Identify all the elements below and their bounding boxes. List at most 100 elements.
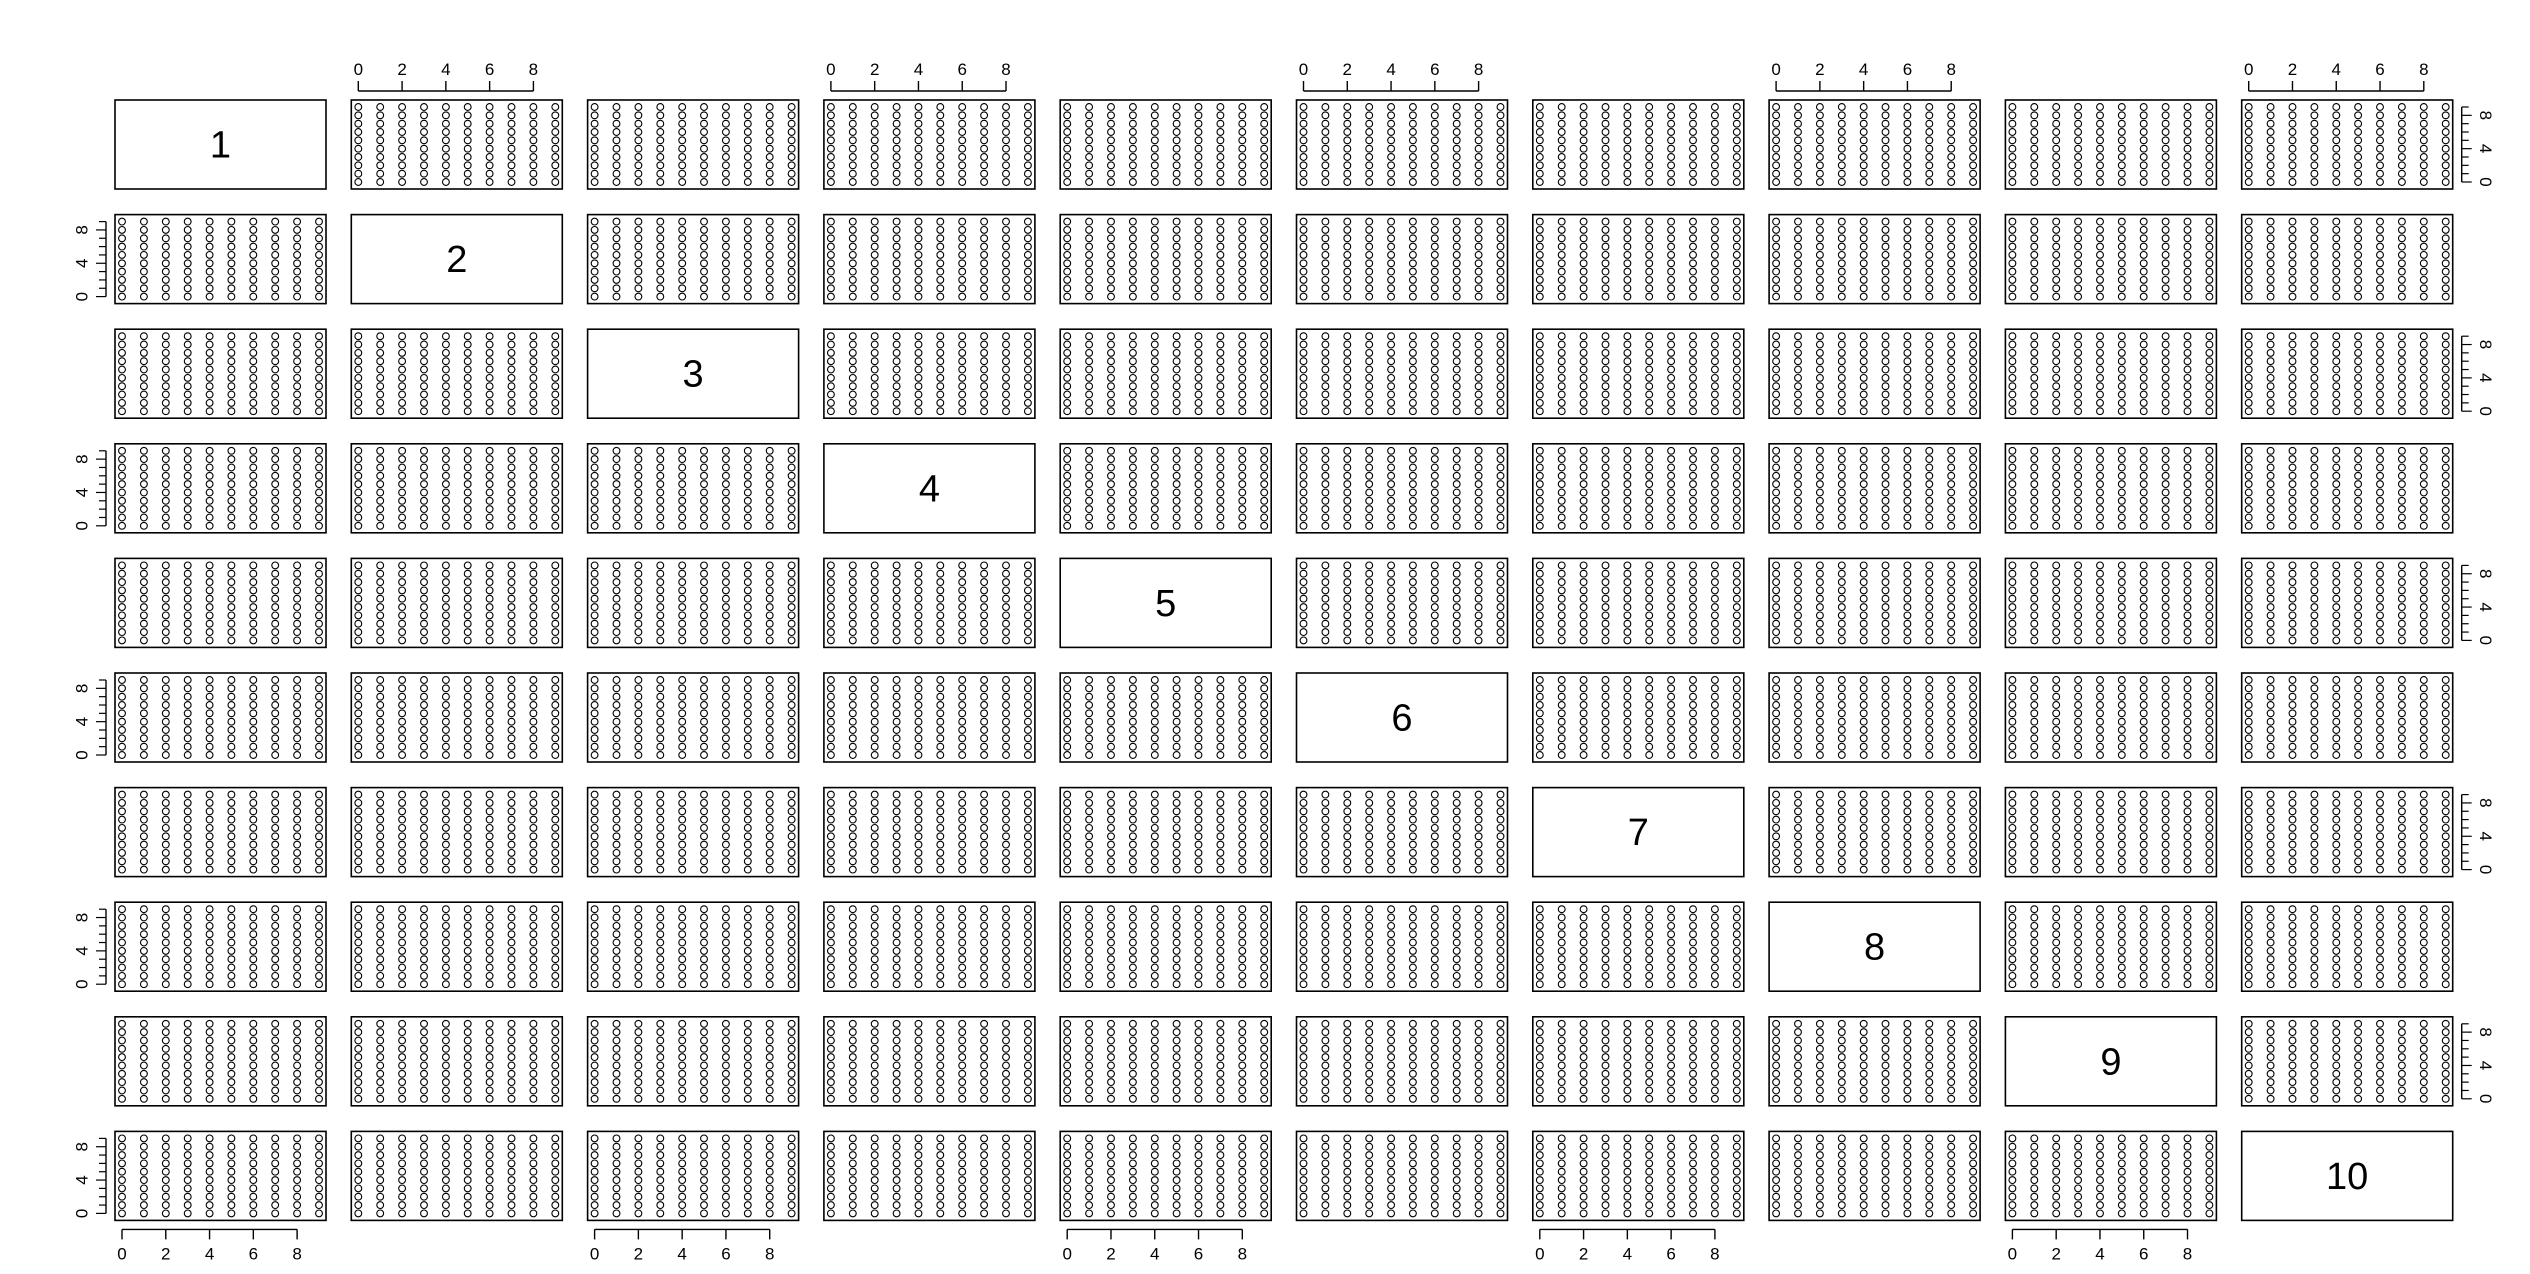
- data-point: [2052, 357, 2061, 366]
- data-point: [2288, 250, 2297, 259]
- data-point: [1815, 382, 1824, 391]
- data-point: [227, 407, 236, 416]
- data-point: [612, 734, 621, 743]
- data-point: [980, 332, 989, 341]
- data-point: [634, 692, 643, 701]
- data-point: [2376, 513, 2384, 522]
- data-point: [2096, 382, 2104, 391]
- data-point: [656, 471, 665, 480]
- data-point: [892, 332, 901, 341]
- data-point: [678, 505, 687, 514]
- data-point: [1557, 284, 1566, 293]
- data-point: [1085, 250, 1094, 259]
- data-point: [612, 726, 621, 734]
- scatter-panel: [350, 99, 564, 190]
- data-point: [1689, 628, 1697, 637]
- data-point: [2052, 242, 2061, 251]
- data-point: [2030, 398, 2039, 407]
- data-point: [1430, 628, 1439, 637]
- data-point: [743, 267, 752, 276]
- data-point: [1837, 161, 1846, 170]
- data-point: [634, 726, 643, 734]
- data-point: [1794, 513, 1802, 522]
- data-point: [1128, 128, 1137, 136]
- data-point: [936, 701, 945, 709]
- data-point: [743, 496, 752, 505]
- data-point: [980, 742, 989, 751]
- data-point: [354, 734, 363, 743]
- data-point: [398, 513, 407, 522]
- data-point: [2244, 382, 2253, 391]
- data-point: [2139, 446, 2148, 455]
- variable-label: 3: [683, 354, 704, 396]
- data-point: [1002, 250, 1010, 259]
- data-point: [936, 684, 945, 693]
- data-point: [2183, 365, 2192, 374]
- data-point: [1002, 332, 1010, 341]
- data-point: [1474, 446, 1483, 455]
- data-point: [1925, 250, 1934, 259]
- data-point: [1689, 259, 1697, 268]
- data-point: [892, 373, 901, 382]
- data-point: [1150, 496, 1159, 505]
- data-point: [1947, 144, 1956, 153]
- data-point: [1623, 144, 1632, 153]
- data-point: [376, 153, 385, 161]
- data-point: [1299, 603, 1308, 612]
- data-point: [315, 332, 323, 341]
- data-point: [1623, 382, 1632, 391]
- data-point: [1496, 505, 1505, 514]
- data-point: [2161, 267, 2170, 276]
- data-point: [1689, 275, 1697, 284]
- data-point: [2441, 225, 2450, 234]
- data-point: [1107, 144, 1115, 153]
- data-point: [2376, 144, 2384, 153]
- data-point: [1128, 348, 1137, 357]
- data-point: [1667, 234, 1676, 243]
- data-point: [376, 398, 385, 407]
- data-point: [765, 701, 774, 709]
- data-point: [2183, 284, 2192, 293]
- data-point: [293, 480, 302, 489]
- data-point: [1645, 561, 1654, 570]
- data-point: [1772, 628, 1781, 637]
- data-point: [2288, 144, 2297, 153]
- data-point: [1645, 586, 1654, 595]
- data-point: [870, 153, 879, 161]
- data-point: [1645, 161, 1654, 170]
- data-point: [1343, 348, 1352, 357]
- data-point: [1837, 242, 1846, 251]
- data-point: [1365, 357, 1374, 366]
- variable-label: 4: [919, 468, 940, 510]
- data-point: [354, 161, 363, 170]
- data-point: [1299, 161, 1308, 170]
- data-point: [1667, 561, 1676, 570]
- data-point: [1085, 234, 1094, 243]
- data-point: [2205, 513, 2214, 522]
- data-point: [1947, 178, 1956, 186]
- data-point: [678, 636, 687, 645]
- data-point: [2205, 332, 2214, 341]
- data-point: [315, 709, 323, 718]
- data-point: [1535, 561, 1544, 570]
- data-point: [463, 178, 472, 186]
- data-point: [1216, 153, 1225, 161]
- data-point: [1859, 521, 1868, 530]
- data-point: [1903, 250, 1912, 259]
- data-point: [1645, 259, 1654, 268]
- data-point: [2205, 521, 2214, 530]
- data-point: [2117, 521, 2126, 530]
- data-point: [139, 284, 148, 293]
- data-point: [1299, 234, 1308, 243]
- data-point: [1535, 119, 1544, 128]
- data-point: [2441, 636, 2450, 645]
- data-point: [1002, 169, 1010, 178]
- data-point: [743, 676, 752, 684]
- data-point: [2397, 619, 2406, 628]
- data-point: [914, 561, 923, 570]
- data-point: [1794, 365, 1802, 374]
- data-point: [958, 628, 967, 637]
- data-point: [529, 407, 538, 416]
- data-point: [936, 742, 945, 751]
- data-point: [1260, 275, 1269, 284]
